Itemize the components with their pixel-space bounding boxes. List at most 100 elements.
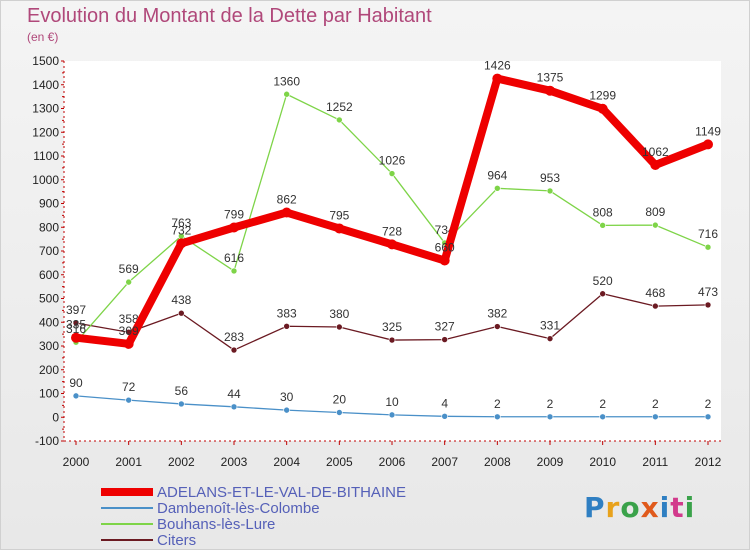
data-point xyxy=(387,239,397,250)
data-label: 2 xyxy=(652,397,659,411)
y-tick-label: 1400 xyxy=(32,78,59,92)
x-tick-label: 2002 xyxy=(168,455,195,469)
data-label: 808 xyxy=(593,205,613,219)
y-tick-label: 100 xyxy=(39,387,59,401)
data-label: 1360 xyxy=(273,74,300,88)
y-tick-label: 1100 xyxy=(33,149,59,163)
data-point xyxy=(599,222,606,229)
data-label: 2 xyxy=(494,397,501,411)
data-label: 358 xyxy=(119,312,139,326)
data-label: 763 xyxy=(171,216,191,230)
x-tick-label: 2005 xyxy=(326,455,353,469)
data-label: 964 xyxy=(487,168,507,182)
data-point xyxy=(125,396,132,404)
data-point xyxy=(494,413,501,421)
data-label: 468 xyxy=(645,286,665,300)
data-point xyxy=(336,116,343,124)
y-tick-label: 200 xyxy=(39,363,59,377)
y-tick-label: 900 xyxy=(39,197,59,211)
data-label: 335 xyxy=(66,318,86,332)
legend-swatch xyxy=(101,523,153,525)
data-point xyxy=(230,267,238,275)
data-point xyxy=(545,85,555,96)
data-label: 20 xyxy=(333,393,347,407)
x-tick-label: 2004 xyxy=(273,455,300,469)
data-label: 616 xyxy=(224,251,244,265)
y-tick-label: 1300 xyxy=(32,102,59,116)
x-tick-label: 2007 xyxy=(431,455,458,469)
data-point xyxy=(599,413,606,421)
data-point xyxy=(492,73,503,84)
data-point xyxy=(546,413,554,421)
data-point xyxy=(546,335,554,342)
data-label: 1149 xyxy=(695,124,721,138)
data-label: 2 xyxy=(599,397,606,411)
data-point xyxy=(178,309,185,317)
data-point xyxy=(72,392,80,400)
x-tick-label: 2010 xyxy=(589,455,616,469)
data-label: 2 xyxy=(547,397,554,411)
data-point xyxy=(283,322,290,330)
data-label: 90 xyxy=(69,376,83,390)
data-point xyxy=(652,413,659,421)
y-tick-label: 400 xyxy=(39,315,59,329)
chart-title: Evolution du Montant de la Dette par Hab… xyxy=(27,5,432,27)
data-point xyxy=(704,301,712,309)
series-ADELANS-ET-LE-VAL-DE-BITHAINE: 335 309 732 799 862 795 728 660 1426 1375 1299 1062… xyxy=(66,59,721,349)
data-label: 716 xyxy=(698,227,718,241)
y-tick-label: 1000 xyxy=(32,173,59,187)
legend-swatch xyxy=(101,488,153,496)
series-Citers: 397 358 438 283 383 380 325 327 382 331 520 468 473 xyxy=(66,274,718,354)
data-label: 383 xyxy=(277,306,297,320)
data-point xyxy=(703,139,713,150)
data-label: 283 xyxy=(224,330,244,344)
chart-subtitle: (en €) xyxy=(27,30,59,44)
data-label: 953 xyxy=(540,171,560,185)
y-tick-label: 500 xyxy=(39,292,59,306)
y-tick-label: 700 xyxy=(39,244,59,258)
data-point xyxy=(336,323,343,331)
data-label: 2 xyxy=(705,397,712,411)
data-point xyxy=(72,319,80,327)
x-tick-label: 2006 xyxy=(379,455,406,469)
data-label: 1252 xyxy=(326,100,353,114)
legend-label: Citers xyxy=(157,531,197,549)
data-point xyxy=(230,403,238,411)
data-label: 862 xyxy=(277,193,297,207)
data-label: 809 xyxy=(645,205,665,219)
data-point xyxy=(599,290,606,298)
y-tick-label: 800 xyxy=(39,220,59,234)
data-label: 732 xyxy=(171,223,191,237)
data-point xyxy=(230,346,238,354)
data-point xyxy=(494,323,501,330)
y-tick-label: 600 xyxy=(39,268,59,282)
data-point xyxy=(439,255,450,266)
data-label: 1062 xyxy=(642,145,669,159)
data-label: 569 xyxy=(119,262,139,276)
data-label: 1375 xyxy=(537,71,564,85)
x-tick-label: 2009 xyxy=(537,455,564,469)
data-label: 331 xyxy=(540,319,560,333)
data-label: 438 xyxy=(171,293,191,307)
data-point xyxy=(176,238,187,249)
data-point xyxy=(178,400,185,408)
data-point xyxy=(229,222,239,233)
x-tick-label: 2001 xyxy=(115,455,142,469)
data-label: 473 xyxy=(698,285,718,299)
data-point xyxy=(334,223,345,234)
plot-area xyxy=(64,61,721,441)
legend-label: ADELANS-ET-LE-VAL-DE-BITHAINE xyxy=(157,483,406,501)
y-tick-label: 0 xyxy=(52,410,59,424)
y-tick-label: 1200 xyxy=(32,125,59,139)
data-point xyxy=(704,413,712,421)
legend-item: ADELANS-ET-LE-VAL-DE-BITHAINE xyxy=(101,483,406,501)
data-point xyxy=(283,406,290,414)
data-label: 795 xyxy=(329,208,349,222)
data-point xyxy=(652,221,659,229)
data-label: 1026 xyxy=(379,154,406,168)
legend-swatch xyxy=(101,539,153,541)
data-point xyxy=(652,302,659,310)
data-label: 728 xyxy=(382,224,402,238)
data-label: 397 xyxy=(66,303,86,317)
